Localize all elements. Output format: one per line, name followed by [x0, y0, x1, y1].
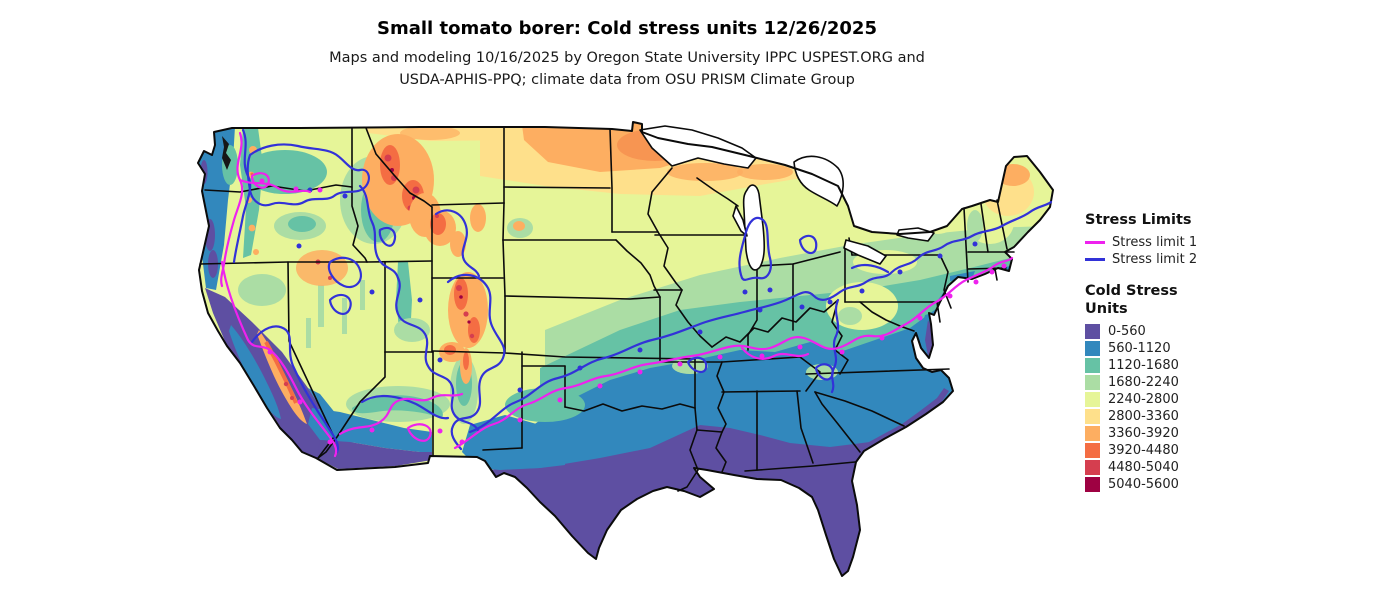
- stress-limit-2-contour: [232, 128, 1053, 454]
- legend-item-stress-limit-1: Stress limit 1: [1085, 234, 1235, 251]
- stress-limits-heading: Stress Limits: [1085, 212, 1192, 228]
- legend-item-2240-2800: 2240-2800: [1085, 391, 1235, 408]
- cold-stress-heading-line-2: Units: [1085, 301, 1128, 317]
- color-swatch: [1085, 409, 1100, 424]
- lake-superior: [639, 125, 757, 169]
- color-swatch: [1085, 426, 1100, 441]
- lake-ontario: [896, 227, 935, 242]
- color-swatch: [1085, 460, 1100, 475]
- color-swatch: [1085, 443, 1100, 458]
- cold-stress-heading-line-1: Cold Stress: [1085, 283, 1178, 299]
- stress-limit-1-label: Stress limit 1: [1112, 235, 1198, 250]
- legend-item-1680-2240: 1680-2240: [1085, 374, 1235, 391]
- lake-michigan: [742, 184, 766, 271]
- state-boundaries-layer: [199, 126, 1015, 492]
- stress-limit-1-line-swatch: [1085, 241, 1105, 244]
- great-lakes-layer: [639, 125, 935, 271]
- subtitle-line-1: Maps and modeling 10/16/2025 by Oregon S…: [329, 50, 925, 66]
- cold-stress-raster-layer: [198, 122, 1053, 576]
- us-outline: [197, 121, 1054, 577]
- legend-item-0-560: 0-560: [1085, 323, 1235, 340]
- page-title: Small tomato borer: Cold stress units 12…: [377, 18, 877, 39]
- stress-limit-2-label: Stress limit 2: [1112, 252, 1198, 267]
- color-swatch: [1085, 341, 1100, 356]
- color-swatch: [1085, 477, 1100, 492]
- color-swatch: [1085, 375, 1100, 390]
- page-subtitle: Maps and modeling 10/16/2025 by Oregon S…: [0, 47, 1254, 91]
- stress-limit-2-line-swatch: [1085, 258, 1105, 261]
- lake-huron: [793, 155, 844, 207]
- header: Small tomato borer: Cold stress units 12…: [0, 0, 1254, 91]
- legend-item-4480-5040: 4480-5040: [1085, 459, 1235, 476]
- green-bay: [732, 205, 748, 237]
- subtitle-line-2: USDA-APHIS-PPQ; climate data from OSU PR…: [399, 72, 855, 88]
- map-legend: Stress Limits Stress limit 1 Stress limi…: [1085, 212, 1235, 493]
- color-swatch: [1085, 392, 1100, 407]
- legend-item-3920-4480: 3920-4480: [1085, 442, 1235, 459]
- color-swatch: [1085, 358, 1100, 373]
- legend-item-560-1120: 560-1120: [1085, 340, 1235, 357]
- legend-item-stress-limit-2: Stress limit 2: [1085, 251, 1235, 268]
- legend-item-5040-5600: 5040-5600: [1085, 476, 1235, 493]
- stress-limit-1-contour: [220, 131, 1014, 458]
- lake-erie: [843, 239, 887, 265]
- cold-stress-units-heading: Cold Stress Units: [1085, 282, 1235, 318]
- color-swatch: [1085, 324, 1100, 339]
- legend-item-2800-3360: 2800-3360: [1085, 408, 1235, 425]
- legend-item-3360-3920: 3360-3920: [1085, 425, 1235, 442]
- legend-item-1120-1680: 1120-1680: [1085, 357, 1235, 374]
